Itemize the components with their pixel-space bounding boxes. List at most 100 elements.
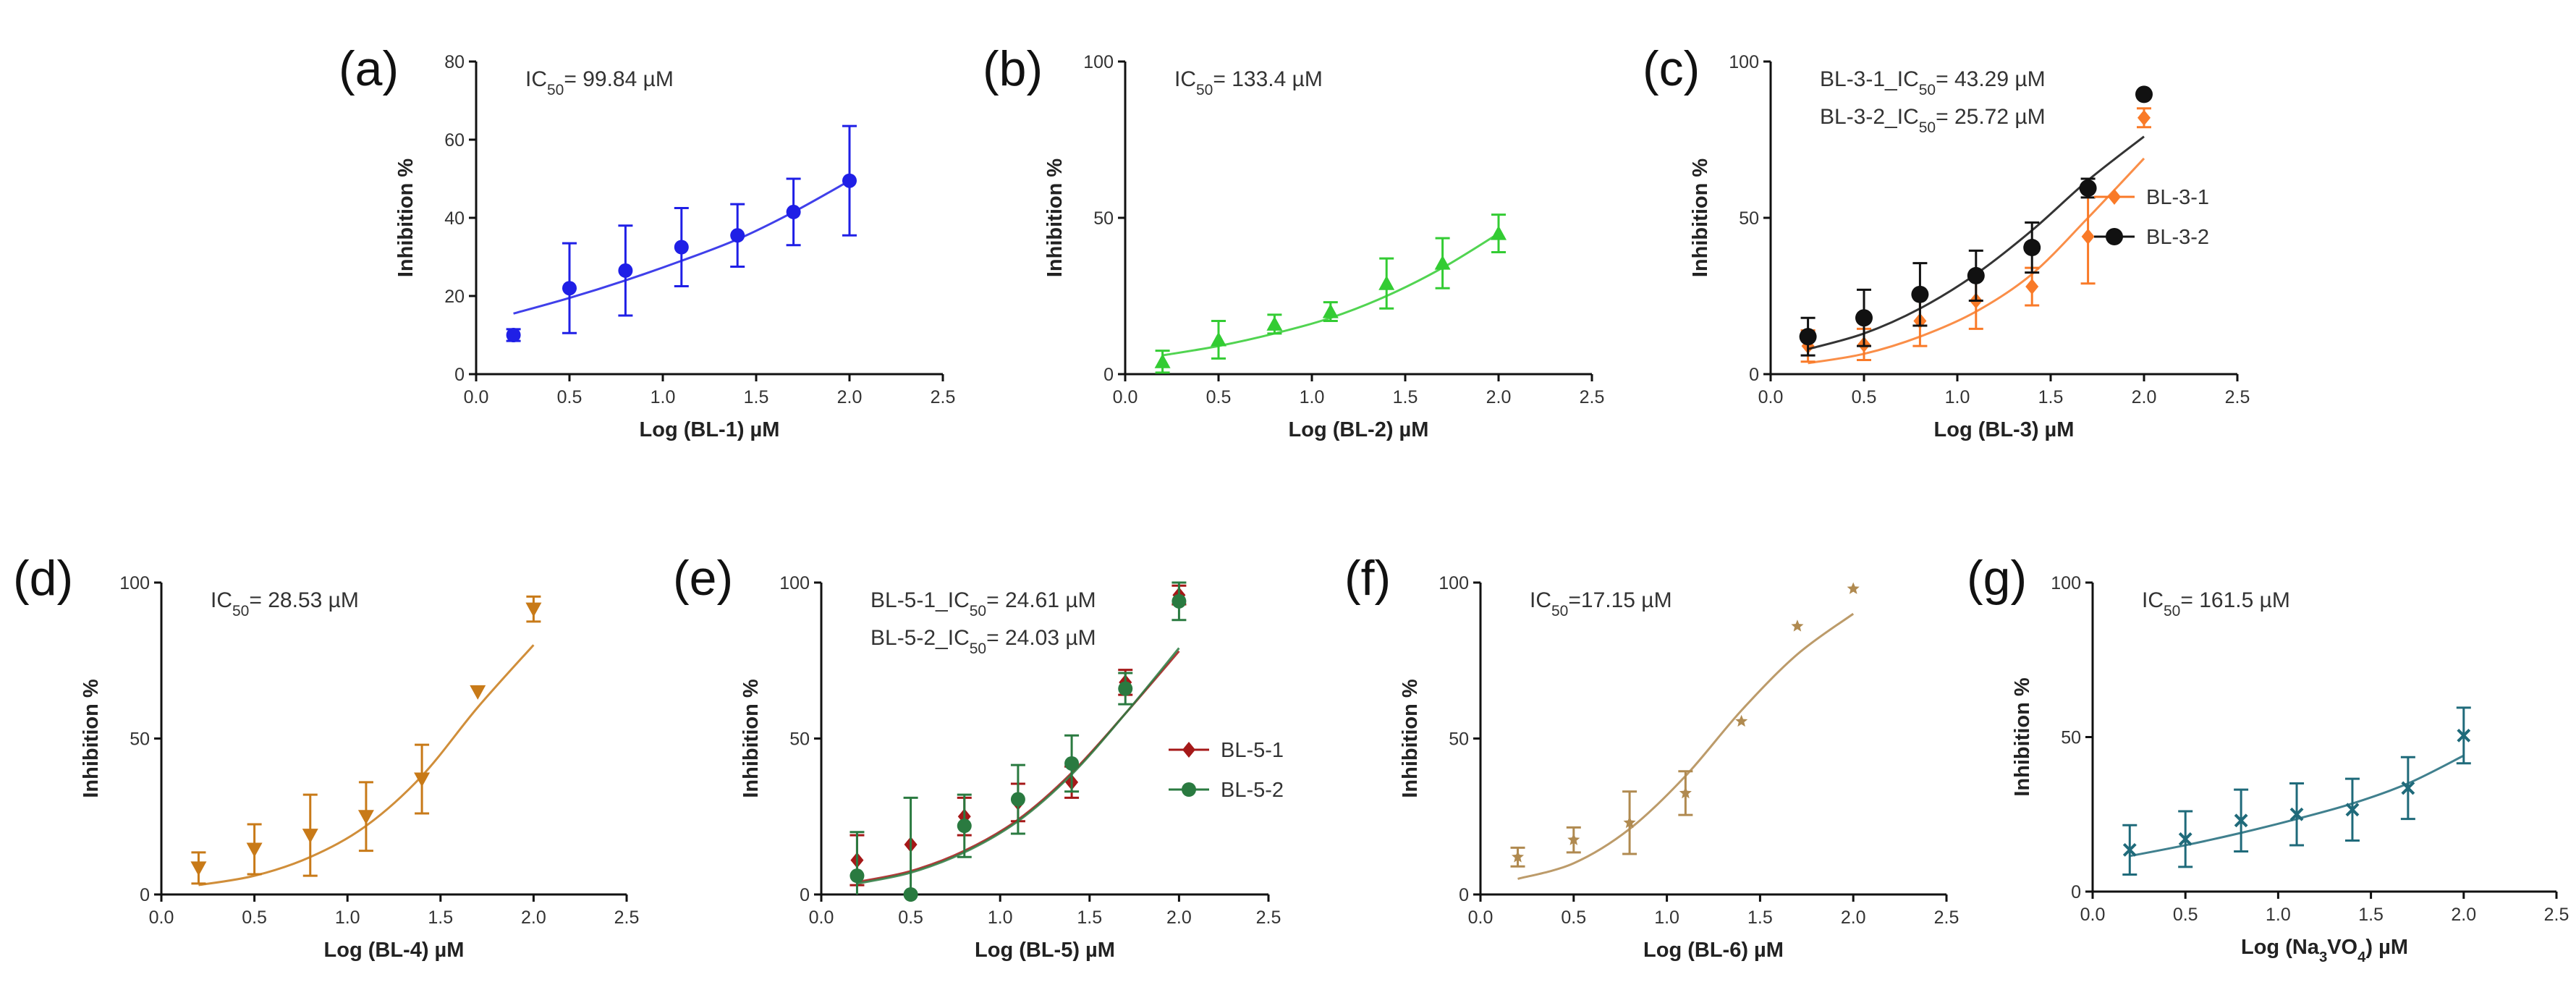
x-tick-label: 1.0 [1654, 908, 1679, 928]
data-point [2023, 239, 2041, 257]
legend-marker [2106, 228, 2123, 245]
x-axis-label: Log (Na3VO4) µM [2241, 936, 2408, 965]
y-axis-label: Inhibition % [1043, 158, 1067, 278]
data-point [506, 328, 521, 342]
x-tick-label: 2.0 [2132, 387, 2157, 407]
ic50-annotation: BL-5-1_IC50= 24.61 µM [870, 588, 1096, 619]
x-tick-label: 1.0 [335, 908, 360, 928]
y-tick-label: 50 [1449, 729, 1469, 750]
ic50-annotation: BL-5-2_IC50= 24.03 µM [870, 626, 1096, 657]
series-BL-5-2 [850, 581, 1187, 902]
data-point [786, 204, 801, 219]
data-point [1791, 619, 1804, 632]
ic50-annotation: BL-3-1_IC50= 43.29 µM [1820, 67, 2046, 98]
data-point [2234, 813, 2248, 828]
ic50-annotation: IC50=17.15 µM [1530, 588, 1672, 619]
legend-marker [1182, 742, 1195, 758]
data-point [1567, 833, 1580, 845]
data-point [246, 842, 263, 858]
data-point [1623, 816, 1636, 829]
x-tick-label: 1.5 [2358, 905, 2384, 925]
data-point [1266, 316, 1283, 331]
x-tick-label: 2.0 [1166, 908, 1192, 928]
x-tick-label: 2.5 [931, 387, 956, 407]
legend-marker [1182, 782, 1196, 797]
x-tick-label: 1.5 [1393, 387, 1418, 407]
y-axis-label: Inhibition % [394, 158, 418, 278]
panel-label: (e) [673, 551, 733, 606]
data-point [1378, 275, 1395, 290]
data-point [562, 281, 577, 296]
legend-marker [2108, 189, 2121, 205]
x-tick-label: 1.5 [1077, 908, 1102, 928]
x-tick-label: 1.0 [1945, 387, 1970, 407]
chart-panel-c: (c) 0.0 0.5 1.0 1.5 2.0 2.5 0 50 100 Log (BL-3) µM… [1643, 41, 2250, 441]
x-tick-label: 2.5 [2225, 387, 2250, 407]
data-point [525, 602, 542, 617]
x-axis-label: Log (BL-1) µM [640, 418, 780, 441]
chart-panel-a: (a) 0.0 0.5 1.0 1.5 2.0 2.5 0 20 40 60 80 Log (BL-1)… [339, 41, 955, 441]
data-point [1512, 850, 1525, 863]
data-point [302, 829, 318, 844]
x-axis-label: Log (BL-3) µM [1934, 418, 2075, 441]
fit-curve [1517, 612, 1855, 880]
x-tick-label: 2.0 [1486, 387, 1512, 407]
data-point [414, 772, 431, 787]
data-point [1434, 255, 1451, 270]
data-point [1911, 285, 1929, 303]
x-axis-label: Log (BL-6) µM [1643, 939, 1784, 962]
panel-label: (b) [983, 41, 1043, 96]
y-axis-label: Inhibition % [1399, 679, 1422, 798]
x-tick-label: 0.0 [809, 908, 834, 928]
y-axis-label: Inhibition % [80, 679, 103, 798]
legend-label: BL-3-2 [2146, 226, 2209, 249]
x-tick-label: 1.0 [988, 908, 1013, 928]
x-tick-label: 1.0 [651, 387, 676, 407]
y-tick-label: 60 [444, 130, 465, 151]
y-tick-label: 100 [1729, 52, 1759, 72]
data-point [1967, 266, 1985, 284]
data-point [957, 818, 972, 834]
y-tick-label: 20 [444, 287, 465, 307]
x-tick-label: 1.0 [2266, 905, 2291, 925]
data-point [2079, 179, 2097, 197]
data-point [618, 263, 633, 278]
y-tick-label: 50 [789, 729, 810, 750]
x-tick-label: 2.5 [1934, 908, 1959, 928]
data-point [470, 685, 486, 700]
x-tick-label: 0.0 [149, 908, 174, 928]
y-tick-label: 0 [800, 885, 810, 905]
x-tick-label: 0.5 [2173, 905, 2198, 925]
y-axis-label: Inhibition % [1689, 158, 1712, 278]
panel-label: (f) [1344, 551, 1391, 606]
data-point [2178, 832, 2192, 846]
y-tick-label: 100 [2051, 573, 2081, 593]
x-axis-label: Log (BL-4) µM [324, 939, 465, 962]
data-point [2081, 228, 2095, 245]
data-point [2289, 807, 2304, 821]
y-tick-label: 50 [1093, 208, 1114, 229]
data-point [357, 810, 374, 825]
data-point [1735, 714, 1748, 727]
series-BL-1 [506, 124, 857, 342]
ic50-annotation: IC50= 161.5 µM [2142, 588, 2290, 619]
data-point [1211, 331, 1226, 347]
x-tick-label: 2.5 [2544, 905, 2569, 925]
y-tick-label: 100 [1439, 573, 1469, 593]
chart-panel-b: (b) 0.0 0.5 1.0 1.5 2.0 2.5 0 50 100 Log (BL-2) µM… [983, 41, 1604, 441]
panel-label: (c) [1643, 41, 1700, 96]
y-tick-label: 50 [1739, 208, 1759, 229]
ic50-annotation: IC50= 133.4 µM [1174, 67, 1323, 98]
data-point [2401, 781, 2415, 795]
y-tick-label: 80 [444, 52, 465, 72]
data-point [1154, 353, 1171, 368]
x-tick-label: 1.5 [428, 908, 453, 928]
x-tick-label: 1.0 [1300, 387, 1325, 407]
y-tick-label: 0 [1749, 365, 1759, 385]
data-point [842, 173, 857, 188]
series-BL-3-2 [1799, 85, 2153, 357]
y-tick-label: 0 [1459, 885, 1469, 905]
x-tick-label: 2.0 [521, 908, 546, 928]
panel-label: (g) [1967, 551, 2027, 606]
